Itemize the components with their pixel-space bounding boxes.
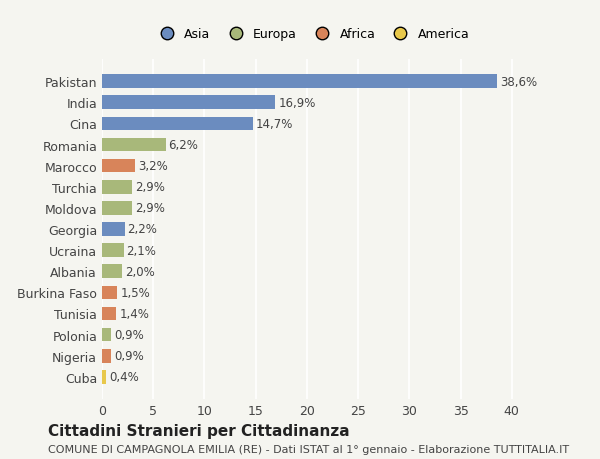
Bar xyxy=(102,202,132,215)
Bar xyxy=(102,117,253,131)
Bar xyxy=(102,244,124,257)
Bar xyxy=(102,328,111,342)
Text: 3,2%: 3,2% xyxy=(138,160,167,173)
Text: Cittadini Stranieri per Cittadinanza: Cittadini Stranieri per Cittadinanza xyxy=(48,423,350,438)
Text: 2,9%: 2,9% xyxy=(135,202,164,215)
Bar xyxy=(102,96,275,110)
Bar xyxy=(102,349,111,363)
Text: 2,0%: 2,0% xyxy=(125,265,155,278)
Text: 16,9%: 16,9% xyxy=(278,96,316,110)
Text: 0,9%: 0,9% xyxy=(114,349,144,363)
Text: 14,7%: 14,7% xyxy=(256,118,293,131)
Text: 1,4%: 1,4% xyxy=(119,308,149,320)
Text: COMUNE DI CAMPAGNOLA EMILIA (RE) - Dati ISTAT al 1° gennaio - Elaborazione TUTTI: COMUNE DI CAMPAGNOLA EMILIA (RE) - Dati … xyxy=(48,444,569,454)
Bar xyxy=(102,370,106,384)
Bar xyxy=(102,138,166,152)
Bar xyxy=(102,223,125,236)
Text: 2,2%: 2,2% xyxy=(128,223,157,236)
Bar xyxy=(102,75,497,89)
Legend: Asia, Europa, Africa, America: Asia, Europa, Africa, America xyxy=(148,22,476,47)
Text: 38,6%: 38,6% xyxy=(500,75,538,89)
Bar xyxy=(102,180,132,194)
Bar xyxy=(102,159,135,173)
Text: 1,5%: 1,5% xyxy=(121,286,150,299)
Bar xyxy=(102,307,116,321)
Text: 0,4%: 0,4% xyxy=(109,370,139,384)
Text: 2,1%: 2,1% xyxy=(127,244,157,257)
Text: 0,9%: 0,9% xyxy=(114,328,144,341)
Text: 6,2%: 6,2% xyxy=(169,139,199,151)
Text: 2,9%: 2,9% xyxy=(135,181,164,194)
Bar xyxy=(102,265,122,279)
Bar xyxy=(102,286,118,300)
